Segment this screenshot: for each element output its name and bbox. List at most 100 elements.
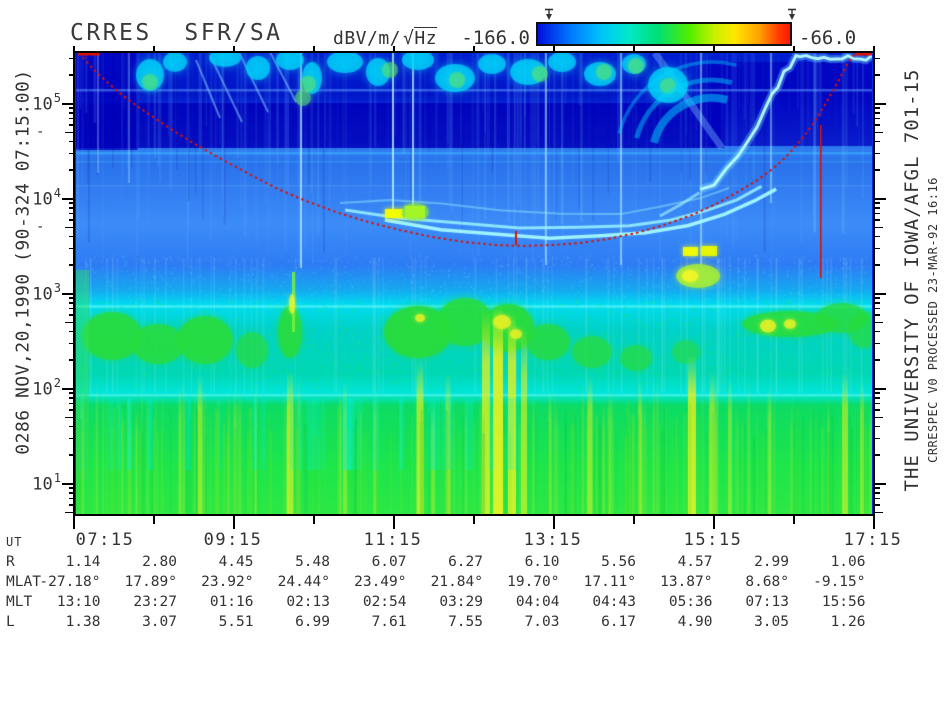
table-cell: 1.06 [830,554,866,570]
axis-tick [62,388,73,390]
axis-tick [875,198,886,200]
axis-tick [233,516,235,529]
colorbar-max-value: -66.0 [799,27,857,49]
x-axis-name: UT [6,535,23,549]
x-tick-label: 13:15 [523,530,583,550]
table-cell: 23.92° [201,574,254,590]
axis-tick [875,117,880,120]
x-tick-label: 09:15 [203,530,263,550]
right-side-caption: THE UNIVERSITY OF IOWA/AFGL 701-15 [901,68,923,492]
right-side-processing-caption: CRRESPEC V0 PROCESSED 23-MAR-92 16:16 [926,177,940,463]
axis-tick [68,235,73,238]
axis-tick [68,112,73,114]
row-label: MLT [6,594,33,610]
axis-tick [875,103,886,105]
axis-tick [875,107,880,109]
axis-tick [68,359,73,361]
axis-tick [553,516,555,529]
table-cell: -9.15° [813,574,866,590]
axis-tick [633,516,635,524]
table-cell: 1.38 [65,614,101,630]
axis-tick [68,425,73,428]
x-tick-label: 15:15 [683,530,743,550]
table-cell: 6.10 [524,554,560,570]
y-tick-label-1e3: 103 [32,281,61,305]
axis-tick [68,202,73,204]
table-cell: 01:16 [209,594,254,610]
axis-tick [68,74,73,76]
table-cell: 13:10 [56,594,101,610]
y-tick-label-1e5: 105 [32,91,61,115]
table-cell: 6.07 [371,554,407,570]
table-cell: 02:54 [362,594,407,610]
axis-tick [233,46,235,52]
axis-tick [68,107,73,109]
table-row-l: L 1.38 3.07 5.51 6.99 7.61 7.55 7.03 6.17 4.90 3.… [0,614,945,634]
table-cell: 04:43 [592,594,636,610]
axis-tick [873,46,875,52]
table-cell: 5.56 [601,554,636,570]
y-half-tick-label: - [36,124,45,140]
table-row-r: R 1.14 2.80 4.45 5.48 6.07 6.27 6.10 5.56 4.57 2.… [0,554,945,574]
axis-tick [313,46,315,52]
table-cell: 4.57 [677,554,713,570]
axis-tick [65,511,73,514]
axis-tick [875,140,880,143]
table-cell: 8.68° [745,574,789,590]
table-cell: -27.18° [39,574,101,590]
axis-tick [875,74,880,76]
table-cell: 03:29 [439,594,483,610]
axis-tick [713,46,715,52]
table-cell: 17.89° [124,574,177,590]
table-cell: 5.48 [295,554,330,570]
axis-tick [65,131,73,134]
table-cell: 2.80 [142,554,177,570]
axis-tick [68,117,73,120]
axis-tick [875,207,880,209]
axis-tick [68,487,73,489]
axis-tick [875,293,886,295]
axis-tick [793,46,795,52]
axis-tick [875,264,880,266]
axis-tick [68,302,73,304]
axis-tick [73,516,75,529]
table-cell: 4.90 [677,614,713,630]
axis-tick [875,212,880,215]
colorbar-marker-icon-left [544,6,554,20]
axis-tick [313,516,315,524]
axis-tick [68,297,73,299]
units-radicand: Hz [414,27,438,49]
axis-tick [875,425,880,428]
axis-tick [393,516,395,529]
axis-tick [633,46,635,52]
table-cell: 02:13 [286,594,330,610]
table-cell: 04:04 [515,594,560,610]
plot-title: CRRES SFR/SA [70,20,283,46]
table-cell: 05:36 [668,594,713,610]
table-cell: 13.87° [660,574,713,590]
axis-tick [62,483,73,485]
axis-tick [62,103,73,105]
axis-tick [875,297,880,299]
table-cell: 1.14 [65,554,101,570]
table-cell: 3.05 [754,614,789,630]
axis-tick [68,409,73,411]
axis-tick [875,409,880,411]
table-cell: 7.03 [524,614,560,630]
axis-tick [875,397,880,399]
axis-tick [875,235,880,238]
axis-tick [875,416,883,419]
axis-tick [473,516,475,524]
table-cell: 23:27 [133,594,177,610]
row-label: L [6,614,15,630]
table-row-mlt: MLT 13:10 23:27 01:16 02:13 02:54 03:29 04:04 0… [0,594,945,614]
axis-tick [473,46,475,52]
table-cell: 19.70° [507,574,560,590]
axis-tick [875,511,883,514]
radical-sign: √ [403,28,415,49]
axis-tick [875,57,880,60]
table-row-mlat: MLAT -27.18° 17.89° 23.92° 24.44° 23.49° 21.8… [0,574,945,594]
axis-tick [68,124,73,126]
table-cell: 7.55 [448,614,483,630]
